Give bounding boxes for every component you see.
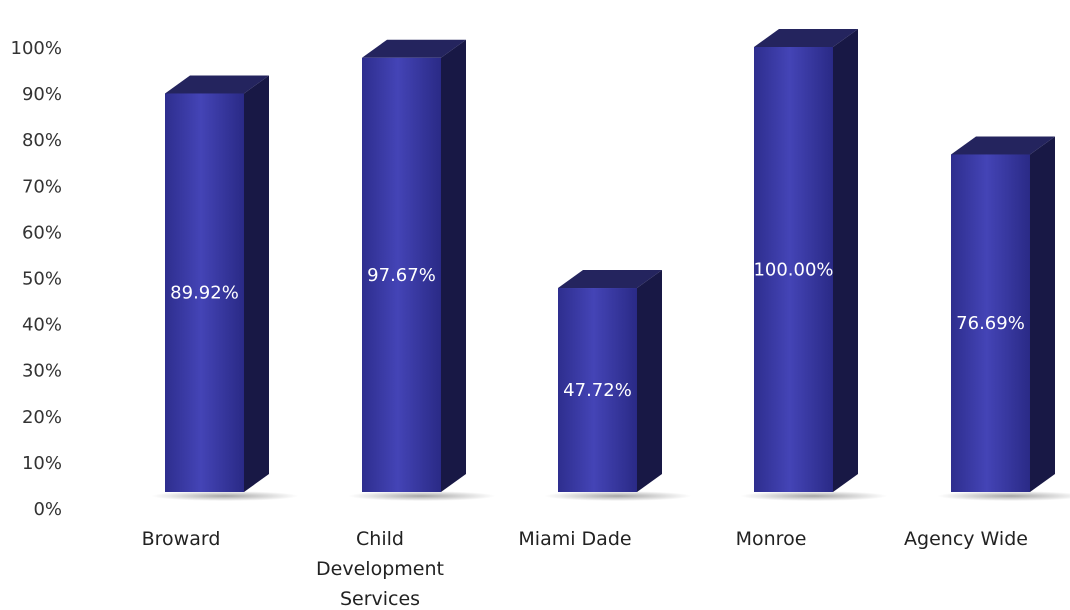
bar-shadow bbox=[937, 491, 1070, 501]
y-tick-label: 100% bbox=[11, 38, 62, 59]
y-tick-label: 60% bbox=[22, 222, 62, 243]
category-label: Monroe bbox=[736, 528, 807, 550]
bar-side bbox=[244, 75, 269, 492]
bar-side bbox=[637, 270, 662, 492]
bar-front bbox=[951, 154, 1030, 492]
bar: 76.69% bbox=[937, 136, 1070, 501]
bar-side bbox=[833, 29, 858, 492]
data-label: 97.67% bbox=[367, 265, 436, 286]
bar-shadow bbox=[544, 491, 692, 501]
bar: 97.67% bbox=[348, 39, 496, 501]
bar-top bbox=[951, 136, 1055, 155]
y-tick-label: 70% bbox=[22, 176, 62, 197]
bar-top bbox=[165, 75, 269, 94]
bar-shadow bbox=[151, 491, 299, 501]
category-label: Child Development Services bbox=[316, 528, 444, 610]
bar: 47.72% bbox=[544, 270, 692, 501]
bar-shadow bbox=[348, 491, 496, 501]
bar-side bbox=[1030, 136, 1055, 492]
y-tick-label: 90% bbox=[22, 84, 62, 105]
category-label: Agency Wide bbox=[904, 528, 1028, 550]
bar-top bbox=[754, 29, 858, 47]
bar-front bbox=[165, 93, 244, 492]
bar: 100.00% bbox=[740, 29, 888, 501]
bar-front bbox=[362, 57, 441, 492]
bar-shadow bbox=[740, 491, 888, 501]
data-label: 100.00% bbox=[753, 260, 833, 281]
data-label: 89.92% bbox=[170, 283, 239, 304]
category-label: Broward bbox=[142, 528, 221, 550]
bar-front bbox=[558, 288, 637, 492]
y-tick-label: 10% bbox=[22, 453, 62, 474]
y-axis: 0% 10% 20% 30% 40% 50% 60% 70% 80% 90% 100% bbox=[11, 38, 62, 520]
y-tick-label: 50% bbox=[22, 269, 62, 290]
y-tick-label: 30% bbox=[22, 361, 62, 382]
bar: 89.92% bbox=[151, 75, 299, 501]
y-tick-label: 0% bbox=[33, 499, 62, 520]
bar-side bbox=[441, 39, 466, 492]
y-tick-label: 40% bbox=[22, 315, 62, 336]
y-tick-label: 80% bbox=[22, 130, 62, 151]
bar-top bbox=[362, 39, 466, 58]
category-label: Miami Dade bbox=[518, 528, 631, 550]
bars: 89.92% 97.67% 47.72% 100.00% 76.69% bbox=[151, 29, 1070, 501]
bar-top bbox=[558, 270, 662, 289]
data-label: 76.69% bbox=[956, 313, 1025, 334]
bar-front bbox=[754, 47, 833, 492]
y-tick-label: 20% bbox=[22, 407, 62, 428]
data-label: 47.72% bbox=[563, 380, 632, 401]
x-axis: Broward Child Development Services Miami Dad… bbox=[142, 528, 1028, 610]
